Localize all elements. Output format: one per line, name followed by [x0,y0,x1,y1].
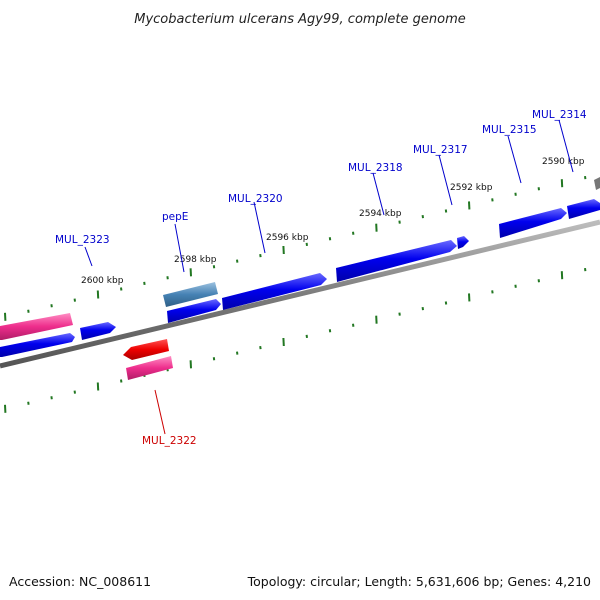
rna-gene-arrow[interactable] [126,356,173,380]
kbp-label: 2594 kbp [359,209,402,219]
gene-arrow-pepE[interactable] [163,282,218,307]
leader-line [84,246,93,267]
map-title: Mycobacterium ulcerans Agy99, complete g… [134,12,466,27]
gene-label[interactable]: pepE [162,211,188,223]
genome-backbone [0,219,600,369]
gene-label[interactable]: MUL_2323 [55,234,110,246]
kbp-label: 2600 kbp [81,276,124,286]
leader-line [174,223,185,273]
gene-arrow[interactable] [499,208,567,238]
gene-label[interactable]: MUL_2318 [348,162,403,174]
label-leaders [84,119,574,435]
gene-arrow[interactable] [567,199,600,219]
gene-label[interactable]: MUL_2315 [482,124,537,136]
rna-genes [0,313,173,380]
gene-arrow[interactable] [167,299,221,323]
kbp-label: 2598 kbp [174,255,217,265]
kbp-label: 2596 kbp [266,233,309,243]
gene-arrow[interactable] [222,273,327,310]
forward-genes [0,199,600,357]
leader-line [438,154,453,206]
leader-line [507,135,522,184]
gene-label[interactable]: MUL_2314 [532,109,587,121]
gene-label[interactable]: MUL_2320 [228,193,283,205]
leader-line [253,201,266,254]
gene-label[interactable]: MUL_2322 [142,435,197,447]
grey-feature [594,177,600,190]
gene-label[interactable]: MUL_2317 [413,144,468,156]
kbp-label: 2590 kbp [542,157,585,167]
accession-text: Accession: NC_008611 [9,574,151,589]
leader-line [154,389,166,435]
leader-line [558,119,574,173]
leader-line [372,172,385,216]
kbp-scale: 2600 kbp 2598 kbp 2596 kbp 2594 kbp 2592… [81,157,585,286]
rna-gene-arrow[interactable] [0,313,73,340]
gene-arrow[interactable] [0,333,75,357]
gene-arrow[interactable] [457,236,469,249]
forward-tick-track [4,175,587,321]
kbp-label: 2592 kbp [450,183,493,193]
reverse-gene-arrow[interactable] [123,339,169,360]
gene-arrow[interactable] [336,240,457,282]
genome-stats-text: Topology: circular; Length: 5,631,606 bp… [247,574,591,589]
gene-arrow[interactable] [80,322,116,340]
gene-labels: MUL_2323 pepE MUL_2320 MUL_2318 MUL_2317… [55,109,587,447]
reverse-tick-track [4,267,587,413]
